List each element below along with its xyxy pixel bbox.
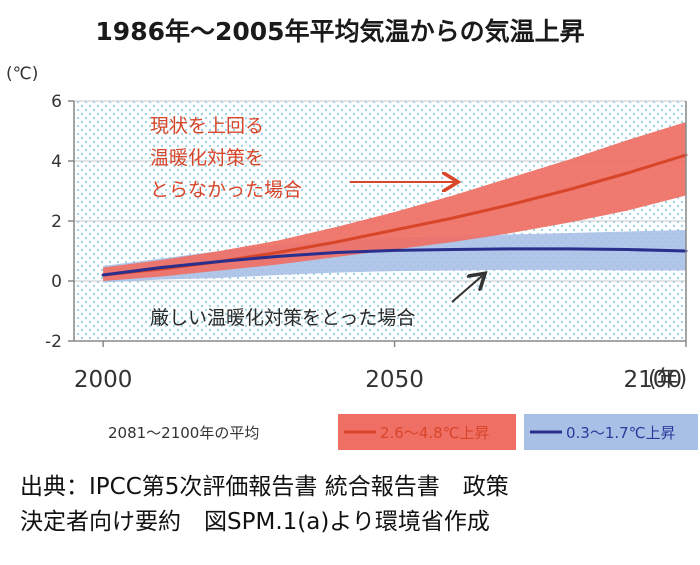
tick-label-x: 2050: [365, 367, 424, 393]
tick-label-x: 2000: [74, 367, 133, 393]
source-line-1: 出典：IPCC第5次評価報告書 統合報告書 政策: [20, 474, 509, 500]
tick-label-y: 0: [51, 272, 62, 292]
tick-label-x: 2100: [623, 367, 682, 393]
chart-svg: 1986年～2005年平均気温からの気温上昇 (℃) 6 4 2 0 -2 2000 205…: [6, 17, 698, 450]
source-note: 出典：IPCC第5次評価報告書 統合報告書 政策 決定者向け要約 図SPM.1(…: [20, 470, 690, 540]
tick-label-y: -2: [45, 332, 62, 352]
source-line-2: 決定者向け要約 図SPM.1(a)より環境省作成: [20, 509, 490, 535]
tick-label-y: 4: [51, 152, 62, 172]
chart-title: 1986年～2005年平均気温からの気温上昇: [95, 17, 584, 46]
legend-entry-blue: 0.3～1.7℃上昇: [566, 424, 676, 442]
tick-label-y: 2: [51, 212, 62, 232]
annotation-blue-text: 厳しい温暖化対策をとった場合: [150, 307, 415, 329]
annotation-red-line-3: とらなかった場合: [150, 179, 302, 201]
annotation-blue-arrow: [451, 276, 482, 303]
legend-label: 2081～2100年の平均: [108, 424, 259, 442]
tick-label-y: 6: [51, 92, 62, 112]
legend-entry-red: 2.6～4.8℃上昇: [380, 424, 490, 442]
x-unit-label: (年): [648, 367, 687, 392]
annotation-red-line-1: 現状を上回る: [150, 115, 264, 137]
y-unit-label: (℃): [6, 64, 38, 84]
tick-layer: 6 4 2 0 -2 2000 2050 2100: [45, 92, 687, 393]
annotation-red-line-2: 温暖化対策を: [150, 147, 264, 169]
line-layer: [101, 153, 688, 277]
series-band-blue: [103, 230, 687, 283]
series-line-blue: [101, 247, 688, 277]
